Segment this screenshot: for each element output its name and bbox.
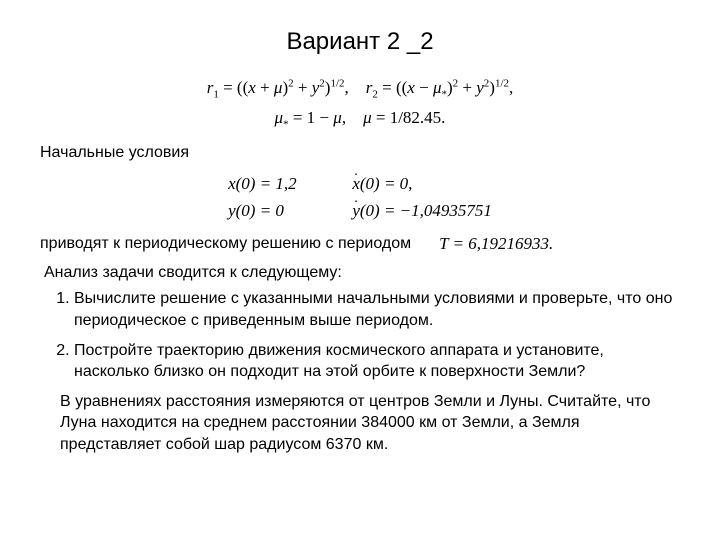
- task-list: Вычислите решение с указанными начальным…: [40, 288, 680, 382]
- heading-initial-conditions: Начальные условия: [40, 144, 680, 162]
- periodic-line: приводят к периодическому решению с пери…: [40, 234, 680, 254]
- periodic-text: приводят к периодическому решению с пери…: [40, 235, 411, 253]
- distance-note: В уравнениях расстояния измеряются от це…: [60, 391, 680, 456]
- task-2: Постройте траекторию движения космическо…: [74, 340, 680, 383]
- task-1: Вычислите решение с указанными начальным…: [74, 288, 680, 331]
- page-root: Вариант 2 _2 r1 = ((x + μ)2 + y2)1/2, r2…: [0, 0, 720, 540]
- analysis-intro: Анализ задачи сводится к следующему:: [44, 264, 680, 282]
- period-value: T = 6,19216933.: [439, 234, 553, 254]
- initial-conditions: x(0) = 1,2 x(0) = 0, y(0) = 0 y(0) = −1,…: [40, 170, 680, 224]
- page-title: Вариант 2 _2: [40, 28, 680, 56]
- equations-r: r1 = ((x + μ)2 + y2)1/2, r2 = ((x − μ*)2…: [40, 74, 680, 134]
